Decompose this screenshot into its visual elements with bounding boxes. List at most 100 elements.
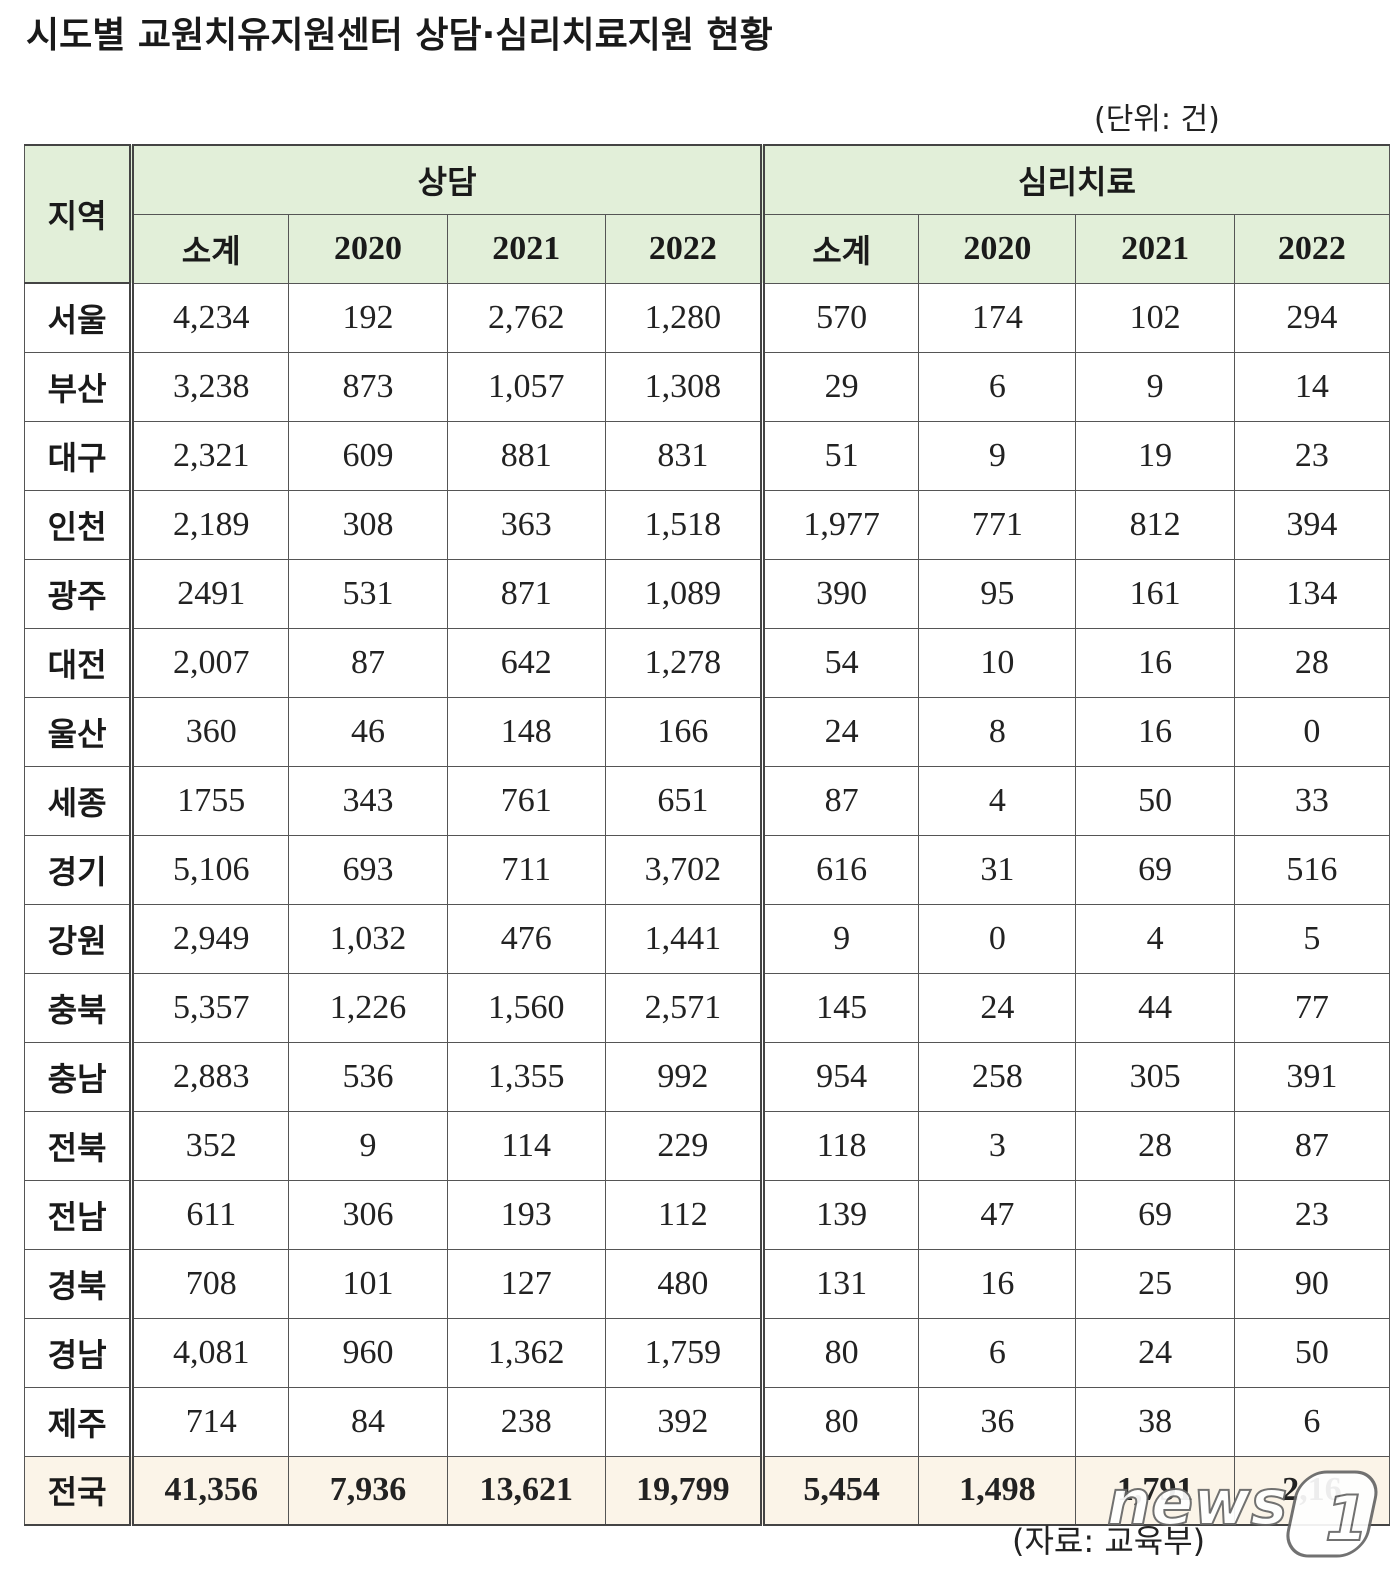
table-row: 세종 1755 343 761 651 87 4 50 33 [23,765,1391,836]
col-header: 소계 [762,213,920,284]
table-row: 대구 2,321 609 881 831 51 9 19 23 [23,420,1391,491]
region-header: 지역 [23,144,135,284]
counsel-cell: 148 [446,696,606,767]
counsel-cell: 761 [446,765,606,836]
counsel-cell: 2,007 [131,627,290,698]
counsel-cell: 708 [131,1248,290,1319]
therapy-cell: 4 [918,765,1077,836]
counsel-cell: 343 [288,765,448,836]
counsel-cell: 476 [446,903,606,974]
counsel-cell: 1,308 [604,351,766,422]
counsel-cell: 1,032 [288,903,448,974]
region-cell: 광주 [23,558,135,629]
counsel-cell: 2,762 [446,282,606,353]
therapy-cell: 24 [918,972,1077,1043]
counsel-cell: 4,081 [131,1317,290,1388]
counsel-cell: 693 [288,834,448,905]
col-header: 소계 [131,213,290,284]
counsel-cell: 1,518 [604,489,766,560]
therapy-cell: 16 [1075,696,1235,767]
therapy-cell: 9 [762,903,920,974]
counsel-cell: 536 [288,1041,448,1112]
table-row: 부산 3,238 873 1,057 1,308 29 6 9 14 [23,351,1391,422]
therapy-cell: 161 [1075,558,1235,629]
therapy-cell: 28 [1075,1110,1235,1181]
counsel-cell: 5,106 [131,834,290,905]
therapy-cell: 19 [1075,420,1235,491]
counsel-cell: 871 [446,558,606,629]
counsel-cell: 1,226 [288,972,448,1043]
region-cell: 강원 [23,903,135,974]
col-header: 2020 [918,213,1077,284]
counsel-cell: 714 [131,1386,290,1457]
counsel-cell: 960 [288,1317,448,1388]
counsel-cell: 360 [131,696,290,767]
col-header: 2020 [288,213,448,284]
therapy-cell: 394 [1233,489,1391,560]
therapy-cell: 6 [918,1317,1077,1388]
table-body: 서울 4,234 192 2,762 1,280 570 174 102 294 부산 3,238 8… [23,282,1391,1526]
therapy-cell: 80 [762,1317,920,1388]
therapy-cell: 305 [1075,1041,1235,1112]
therapy-cell: 102 [1075,282,1235,353]
counsel-cell: 9 [288,1110,448,1181]
therapy-cell: 31 [918,834,1077,905]
table-row: 충남 2,883 536 1,355 992 954 258 305 391 [23,1041,1391,1112]
source-note: (자료: 교육부) [1012,1522,1206,1560]
therapy-cell: 36 [918,1386,1077,1457]
region-cell: 전국 [23,1455,135,1526]
counsel-cell: 166 [604,696,766,767]
counsel-cell: 2,883 [131,1041,290,1112]
therapy-cell: 9 [918,420,1077,491]
region-cell: 경기 [23,834,135,905]
counsel-cell: 1755 [131,765,290,836]
counsel-cell: 831 [604,420,766,491]
counsel-cell: 19,799 [604,1455,766,1526]
region-cell: 전북 [23,1110,135,1181]
therapy-cell: 131 [762,1248,920,1319]
counsel-cell: 41,356 [131,1455,290,1526]
counsel-cell: 881 [446,420,606,491]
therapy-cell: 25 [1075,1248,1235,1319]
counsel-cell: 4,234 [131,282,290,353]
therapy-cell: 33 [1233,765,1391,836]
counsel-cell: 1,089 [604,558,766,629]
therapy-cell: 69 [1075,1179,1235,1250]
counsel-cell: 1,560 [446,972,606,1043]
therapy-cell: 118 [762,1110,920,1181]
unit-label: (단위: 건) [1094,102,1220,137]
counsel-cell: 1,057 [446,351,606,422]
counsel-cell: 13,621 [446,1455,606,1526]
region-cell: 서울 [23,282,135,353]
counsel-cell: 87 [288,627,448,698]
therapy-cell: 87 [762,765,920,836]
counsel-cell: 306 [288,1179,448,1250]
counsel-cell: 2,571 [604,972,766,1043]
counsel-cell: 651 [604,765,766,836]
region-cell: 경남 [23,1317,135,1388]
region-cell: 전남 [23,1179,135,1250]
counsel-cell: 193 [446,1179,606,1250]
region-cell: 울산 [23,696,135,767]
therapy-cell: 90 [1233,1248,1391,1319]
therapy-cell: 294 [1233,282,1391,353]
therapy-cell: 38 [1075,1386,1235,1457]
counsel-cell: 1,759 [604,1317,766,1388]
therapy-cell: 2,16 [1233,1455,1391,1526]
therapy-cell: 54 [762,627,920,698]
table-header: 지역 상담 심리치료 소계 2020 2021 2022 소계 2020 202… [23,144,1391,284]
table-row: 전남 611 306 193 112 139 47 69 23 [23,1179,1391,1250]
therapy-cell: 16 [1075,627,1235,698]
therapy-cell: 14 [1233,351,1391,422]
therapy-cell: 1,791 [1075,1455,1235,1526]
region-cell: 대구 [23,420,135,491]
region-cell: 경북 [23,1248,135,1319]
therapy-cell: 28 [1233,627,1391,698]
table-row: 경북 708 101 127 480 131 16 25 90 [23,1248,1391,1319]
counsel-cell: 992 [604,1041,766,1112]
therapy-cell: 50 [1075,765,1235,836]
therapy-cell: 87 [1233,1110,1391,1181]
counsel-cell: 127 [446,1248,606,1319]
region-cell: 제주 [23,1386,135,1457]
therapy-cell: 95 [918,558,1077,629]
